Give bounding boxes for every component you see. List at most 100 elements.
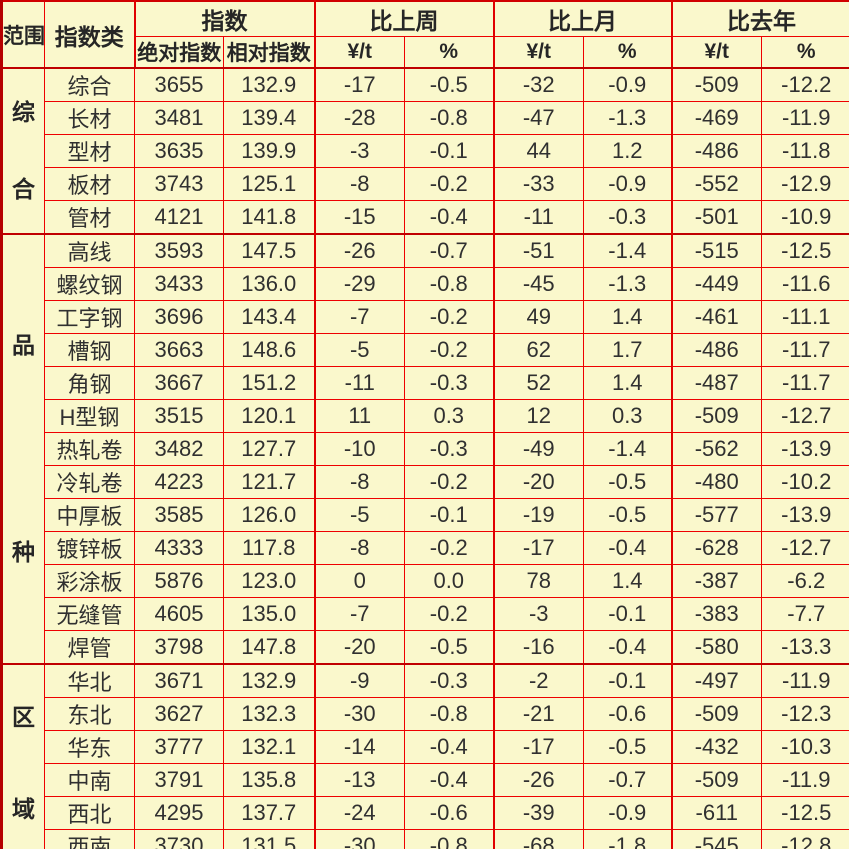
abs-index-value: 3696 [134, 300, 224, 334]
year-pct-value: -10.2 [761, 465, 849, 499]
week-yuan-value: -14 [313, 730, 405, 764]
week-pct-value: -0.4 [404, 763, 494, 797]
header-subcolumn: ¥/t [492, 36, 584, 69]
month-yuan-value: -51 [492, 233, 584, 268]
week-yuan-value: -24 [313, 796, 405, 830]
month-pct-value: 0.3 [583, 399, 672, 433]
week-pct-value: -0.1 [404, 498, 494, 532]
row-label: 高线 [44, 233, 135, 268]
year-yuan-value: -487 [670, 366, 762, 400]
year-yuan-value: -486 [670, 333, 762, 367]
header-subcolumn: 相对指数 [223, 36, 315, 69]
year-yuan-value: -480 [670, 465, 762, 499]
year-pct-value: -12.5 [761, 796, 849, 830]
rel-index-value: 137.7 [223, 796, 315, 830]
rel-index-value: 132.9 [223, 67, 315, 102]
month-yuan-value: -3 [492, 597, 584, 631]
year-yuan-value: -552 [670, 167, 762, 201]
year-pct-value: -11.9 [761, 763, 849, 797]
week-pct-value: -0.3 [404, 663, 494, 698]
table-row: 彩涂板 5876 123.0 0 0.0 78 1.4 -387 -6.2 [2, 564, 849, 598]
month-pct-value: -1.4 [583, 233, 672, 268]
year-yuan-value: -562 [670, 432, 762, 466]
month-yuan-value: 44 [492, 134, 584, 168]
month-pct-value: -1.3 [583, 101, 672, 135]
rel-index-value: 123.0 [223, 564, 315, 598]
week-pct-value: -0.2 [404, 167, 494, 201]
month-yuan-value: -26 [492, 763, 584, 797]
week-pct-value: -0.8 [404, 829, 494, 849]
table-row: 东北 3627 132.3 -30 -0.8 -21 -0.6 -509 -12.3 [2, 697, 849, 731]
header-group: 比上周 [313, 0, 494, 37]
year-yuan-value: -486 [670, 134, 762, 168]
week-yuan-value: -28 [313, 101, 405, 135]
section-scope-char: 合 [12, 175, 35, 202]
year-pct-value: -11.8 [761, 134, 849, 168]
week-yuan-value: -8 [313, 531, 405, 565]
table-row: 西北 4295 137.7 -24 -0.6 -39 -0.9 -611 -12.5 [2, 796, 849, 830]
month-pct-value: -0.4 [583, 531, 672, 565]
header-subcolumn: ¥/t [670, 36, 762, 69]
rel-index-value: 148.6 [223, 333, 315, 367]
month-yuan-value: -32 [492, 67, 584, 102]
month-pct-value: -0.9 [583, 167, 672, 201]
week-yuan-value: -7 [313, 597, 405, 631]
week-yuan-value: -29 [313, 267, 405, 301]
rel-index-value: 136.0 [223, 267, 315, 301]
row-label: 华东 [44, 730, 135, 764]
week-pct-value: -0.2 [404, 333, 494, 367]
year-yuan-value: -611 [670, 796, 762, 830]
row-label: 冷轧卷 [44, 465, 135, 499]
year-yuan-value: -509 [670, 399, 762, 433]
month-yuan-value: 62 [492, 333, 584, 367]
year-yuan-value: -387 [670, 564, 762, 598]
row-label: 角钢 [44, 366, 135, 400]
section-scope-cell: 区域 [1, 663, 45, 849]
week-pct-value: -0.3 [404, 432, 494, 466]
month-yuan-value: -20 [492, 465, 584, 499]
year-yuan-value: -497 [670, 663, 762, 698]
year-pct-value: -12.7 [761, 531, 849, 565]
section-scope-char: 综 [12, 99, 35, 126]
month-pct-value: -1.3 [583, 267, 672, 301]
row-label: 华北 [44, 663, 135, 698]
header-group: 比去年 [670, 0, 849, 37]
row-label: 热轧卷 [44, 432, 135, 466]
year-yuan-value: -461 [670, 300, 762, 334]
row-label: 焊管 [44, 630, 135, 665]
year-pct-value: -11.7 [761, 366, 849, 400]
year-pct-value: -12.3 [761, 697, 849, 731]
abs-index-value: 3585 [134, 498, 224, 532]
table-row: 槽钢 3663 148.6 -5 -0.2 62 1.7 -486 -11.7 [2, 333, 849, 367]
row-label: 板材 [44, 167, 135, 201]
month-pct-value: -0.3 [583, 200, 672, 235]
table-row: 华东 3777 132.1 -14 -0.4 -17 -0.5 -432 -10.3 [2, 730, 849, 764]
table-row: H型钢 3515 120.1 11 0.3 12 0.3 -509 -12.7 [2, 399, 849, 433]
row-label: 彩涂板 [44, 564, 135, 598]
row-label: 工字钢 [44, 300, 135, 334]
section-scope-cell: 综合 [1, 67, 45, 235]
rel-index-value: 117.8 [223, 531, 315, 565]
row-label: 长材 [44, 101, 135, 135]
rel-index-value: 135.8 [223, 763, 315, 797]
rel-index-value: 151.2 [223, 366, 315, 400]
row-label: 镀锌板 [44, 531, 135, 565]
month-pct-value: 1.7 [583, 333, 672, 367]
row-label: 西南 [44, 829, 135, 849]
abs-index-value: 4121 [134, 200, 224, 235]
abs-index-value: 3433 [134, 267, 224, 301]
rel-index-value: 131.5 [223, 829, 315, 849]
header-scope: 范围 [1, 0, 45, 69]
week-yuan-value: -10 [313, 432, 405, 466]
year-yuan-value: -383 [670, 597, 762, 631]
year-pct-value: -13.3 [761, 630, 849, 665]
week-pct-value: -0.8 [404, 101, 494, 135]
month-pct-value: -0.1 [583, 597, 672, 631]
week-pct-value: 0.0 [404, 564, 494, 598]
abs-index-value: 3777 [134, 730, 224, 764]
header-subcolumn: % [404, 36, 494, 69]
abs-index-value: 3482 [134, 432, 224, 466]
year-pct-value: -12.2 [761, 67, 849, 102]
week-pct-value: 0.3 [404, 399, 494, 433]
week-yuan-value: 11 [313, 399, 405, 433]
